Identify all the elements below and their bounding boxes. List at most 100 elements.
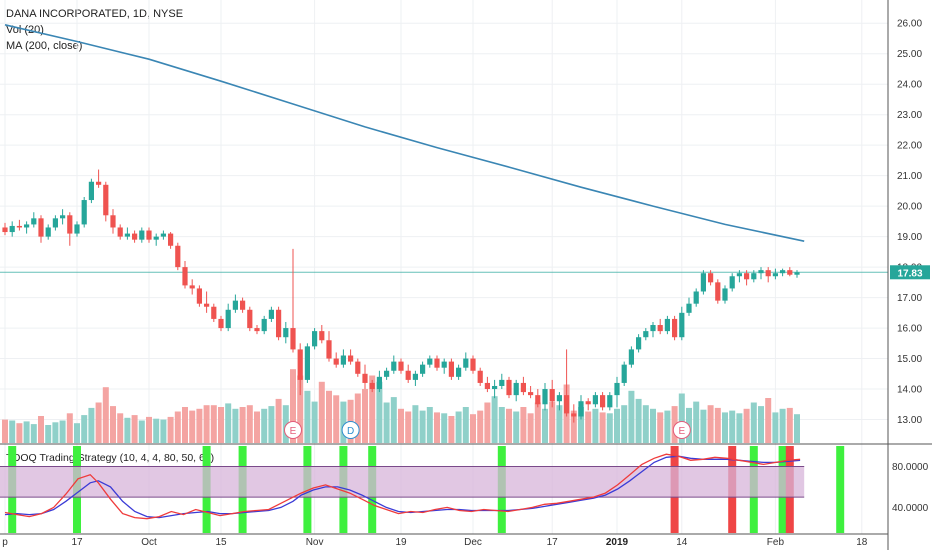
volume-bar <box>318 381 325 443</box>
candle-body <box>132 233 138 240</box>
candle-body <box>542 389 548 405</box>
candle-body <box>657 325 663 332</box>
candle-body <box>592 395 598 405</box>
volume-bar <box>218 407 224 443</box>
volume-bar <box>38 416 44 443</box>
volume-bar <box>743 408 750 443</box>
ma-legend[interactable]: MA (200, close) <box>6 40 83 52</box>
volume-bar <box>23 421 30 443</box>
volume-bar <box>88 407 95 443</box>
candle-body <box>196 288 202 304</box>
volume-bar <box>390 397 397 443</box>
price-tick-label: 22.00 <box>897 141 922 152</box>
candle-body <box>506 379 512 396</box>
volume-bar <box>290 369 296 443</box>
volume-bar <box>758 406 764 443</box>
volume-bar <box>462 407 469 443</box>
candle-body <box>24 224 30 228</box>
candle-body <box>96 181 102 185</box>
volume-bar <box>311 401 318 443</box>
volume-bar <box>66 413 73 443</box>
volume-bar <box>628 390 635 443</box>
price-tick-label: 20.00 <box>897 202 922 213</box>
volume-bar <box>794 414 800 443</box>
candle-body <box>621 364 627 383</box>
event-marker-label: E <box>678 426 685 437</box>
candle-body <box>175 245 181 268</box>
candle-body <box>578 401 584 417</box>
candle-body <box>391 361 397 371</box>
candle-body <box>340 355 346 365</box>
volume-bar <box>297 375 304 443</box>
volume-bar <box>657 412 664 443</box>
ma-200-line <box>4 24 805 242</box>
time-tick-label: p <box>2 537 8 548</box>
candle-body <box>736 273 742 277</box>
volume-bar <box>138 420 145 443</box>
volume-bar <box>376 381 383 443</box>
candle-body <box>117 227 123 237</box>
volume-bar <box>434 412 440 443</box>
volume-bar <box>506 408 512 443</box>
volume-bar <box>16 423 23 443</box>
volume-bar <box>203 405 210 443</box>
volume-bar <box>383 402 390 443</box>
time-tick-label: 14 <box>676 537 688 548</box>
candle-body <box>355 361 361 374</box>
buy-signal-bar <box>836 446 845 533</box>
dividend-marker <box>341 421 360 439</box>
volume-bar <box>441 413 448 443</box>
candlesticks <box>2 169 800 423</box>
time-tick-label: Oct <box>141 537 157 548</box>
time-tick-label: 15 <box>215 537 227 548</box>
candle-body <box>628 349 634 365</box>
candle-body <box>362 373 368 383</box>
volume-bar <box>578 407 584 443</box>
volume-bar <box>74 423 80 443</box>
volume-bar <box>9 420 16 443</box>
volume-bar <box>642 405 649 443</box>
candle-body <box>225 309 231 329</box>
volume-bar <box>153 418 160 443</box>
candle-body <box>45 227 51 237</box>
candle-body <box>276 309 282 338</box>
volume-bar <box>599 412 606 443</box>
candle-body <box>556 395 562 402</box>
candle-body <box>204 303 210 307</box>
volume-bar <box>693 401 700 443</box>
candle-body <box>124 233 130 237</box>
volume-bar <box>556 405 563 443</box>
volume-bar <box>354 393 361 443</box>
time-tick-label: 2019 <box>606 537 629 548</box>
candle-body <box>254 328 260 332</box>
time-tick-label: Nov <box>306 537 324 548</box>
candle-body <box>88 181 94 201</box>
candle-body <box>16 225 22 228</box>
candle-body <box>772 273 778 277</box>
last-price-tag-bg <box>890 265 930 280</box>
volume-bar <box>59 420 66 443</box>
volume-bar <box>160 419 167 443</box>
candle-body <box>261 318 267 332</box>
volume-bar <box>189 410 196 443</box>
volume-bar <box>477 410 484 443</box>
volume-bar <box>484 402 491 443</box>
grid-lines <box>0 0 888 534</box>
volume-bar <box>261 408 268 443</box>
volume-bar <box>282 405 289 443</box>
volume-bar <box>786 407 793 443</box>
candle-body <box>528 392 534 396</box>
candle-body <box>729 276 735 289</box>
price-tick-label: 15.00 <box>897 354 922 365</box>
candle-body <box>74 224 80 234</box>
candle-body <box>600 395 606 408</box>
oscillator-legend[interactable]: TOOQ Trading Strategy (10, 4, 4, 80, 50,… <box>6 452 215 464</box>
candle-body <box>636 337 642 350</box>
volume-bar <box>772 412 779 443</box>
volume-bar <box>333 395 340 443</box>
candle-body <box>168 233 174 246</box>
candle-body <box>513 382 519 396</box>
candle-body <box>434 358 440 368</box>
candle-body <box>643 331 649 338</box>
